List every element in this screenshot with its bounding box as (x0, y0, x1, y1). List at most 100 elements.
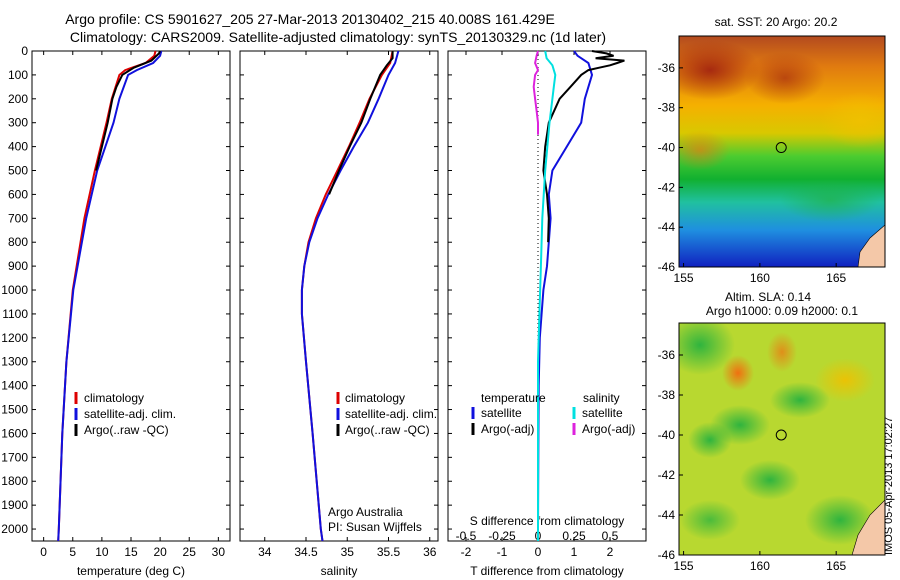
map-y-tick-label: -40 (658, 141, 676, 155)
series-satellite-adj-clim- (300, 50, 400, 542)
temperature-legend: climatology satellite-adj. clim. Argo(..… (74, 391, 176, 437)
title-line2: Climatology: CARS2009. Satellite-adjuste… (70, 29, 606, 45)
temperature-panel: 0 5 10 15 20 25 300100200300400500600700800900… (1, 44, 231, 578)
x-tick-label-top: -0.25 (488, 529, 516, 543)
map-x-tick-label: 155 (674, 271, 694, 285)
y-tick-label: 1300 (1, 355, 28, 369)
y-tick-label: 100 (8, 68, 28, 82)
x-tick-label: 5 (69, 545, 76, 559)
x-axis-label: temperature (deg C) (77, 564, 185, 578)
sla-map-axes: 155 160 165 -36 -38 -40 -42 -44 -46 (658, 348, 847, 573)
y-tick-label: 600 (8, 187, 28, 201)
series-argo-raw-qc- (328, 51, 394, 195)
y-tick-label: 1900 (1, 498, 28, 512)
y-tick-label: 800 (8, 235, 28, 249)
sla-low-patch (770, 382, 830, 418)
map-y-tick-label: -44 (658, 508, 676, 522)
legend-sal-argo: Argo(-adj) (582, 422, 635, 436)
map-y-tick-label: -42 (658, 180, 676, 194)
y-tick-label: 1100 (2, 307, 28, 321)
sla-low-patch (679, 323, 735, 375)
legend-climatology: climatology (345, 391, 405, 405)
annotation-pi: PI: Susan Wijffels (328, 520, 422, 534)
sla-map-title-line1: Altim. SLA: 0.14 (725, 290, 811, 304)
sst-warm-patch (745, 52, 825, 104)
legend-argo: Argo(..raw -QC) (84, 423, 169, 437)
sla-low-patch (680, 500, 740, 540)
sla-low-patch (688, 422, 732, 458)
sla-low-patch (740, 460, 800, 500)
legend-salinity-heading: salinity (583, 391, 620, 405)
x-axis-label: salinity (321, 564, 358, 578)
difference-panel: -2 -1 0 1 2 T difference from climatology S di… (447, 50, 647, 578)
sla-map-frame (678, 322, 886, 556)
map-y-tick-label: -38 (658, 388, 676, 402)
map-x-tick-label: 160 (750, 271, 770, 285)
y-tick-label: 200 (8, 92, 28, 106)
x-tick-label-top: 0.25 (562, 529, 586, 543)
y-tick-label: 1500 (1, 403, 28, 417)
legend-temperature-heading: temperature (481, 391, 546, 405)
x-axis-label-top: S difference from climatology (470, 514, 625, 528)
legend-satellite: satellite-adj. clim. (345, 407, 437, 421)
y-tick-label: 500 (8, 164, 28, 178)
plot-frame (447, 50, 647, 542)
sst-argo-marker (775, 142, 787, 154)
x-tick-label: 34 (258, 545, 272, 559)
difference-legend: temperature satellite Argo(-adj) salinit… (471, 391, 635, 436)
sst-map-title: sat. SST: 20 Argo: 20.2 (715, 15, 838, 29)
sst-map-axes: 155 160 165 -36 -38 -40 -42 -44 -46 (658, 61, 847, 285)
title-line1: Argo profile: CS 5901627_205 27-Mar-2013… (65, 11, 555, 27)
sla-land (851, 499, 885, 555)
x-tick-label-top: 0.5 (602, 529, 619, 543)
y-tick-label: 1600 (1, 426, 28, 440)
salinity-panel: 34 34.5 35 35.5 36 salinity (239, 50, 439, 578)
imos-watermark: IMOS 05-Apr-2013 17:02:27 (883, 417, 895, 555)
sst-orange-patch (679, 130, 730, 170)
map-y-tick-label: -38 (658, 101, 676, 115)
sst-warm-patch (679, 40, 760, 100)
y-tick-label: 1000 (1, 283, 28, 297)
map-y-tick-label: -40 (658, 428, 676, 442)
legend-climatology: climatology (84, 391, 144, 405)
y-tick-label: 1800 (1, 474, 28, 488)
map-y-tick-label: -46 (658, 548, 676, 562)
y-tick-label: 400 (8, 140, 28, 154)
legend-temp-satellite: satellite (481, 406, 522, 420)
map-y-tick-label: -44 (658, 220, 676, 234)
y-tick-label: 1200 (1, 331, 28, 345)
y-tick-label: 700 (8, 211, 28, 225)
x-tick-label: -1 (497, 545, 508, 559)
map-x-tick-label: 155 (674, 559, 694, 573)
x-tick-label: 35 (341, 545, 355, 559)
x-tick-label: 0 (535, 545, 542, 559)
y-tick-label: 900 (8, 259, 28, 273)
map-x-tick-label: 165 (826, 271, 846, 285)
x-tick-label: 36 (423, 545, 437, 559)
y-tick-label: 1400 (1, 379, 28, 393)
plot-frame (239, 50, 439, 542)
sst-land (857, 224, 885, 267)
map-y-tick-label: -36 (658, 61, 676, 75)
series-argo-raw-qc- (95, 50, 162, 171)
x-tick-label: 10 (95, 545, 109, 559)
x-tick-label: 34.5 (294, 545, 318, 559)
x-tick-label: 15 (124, 545, 138, 559)
map-y-tick-label: -42 (658, 468, 676, 482)
sla-argo-marker (775, 429, 787, 441)
x-tick-label: 25 (183, 545, 197, 559)
sst-green-patch (780, 178, 880, 222)
x-tick-label: 2 (607, 545, 614, 559)
map-y-tick-label: -46 (658, 260, 676, 274)
series-salinity-argo-adj- (532, 50, 540, 135)
sla-low-patch (805, 495, 875, 545)
sla-high-patch (722, 355, 754, 391)
x-tick-label: 1 (571, 545, 578, 559)
sla-high-patch (815, 358, 875, 402)
x-tick-label-top: -0.5 (456, 529, 477, 543)
salinity-legend: climatology satellite-adj. clim. Argo(..… (328, 391, 437, 534)
legend-argo: Argo(..raw -QC) (345, 423, 430, 437)
sst-yellow-patch (820, 92, 885, 148)
y-tick-label: 300 (8, 116, 28, 130)
